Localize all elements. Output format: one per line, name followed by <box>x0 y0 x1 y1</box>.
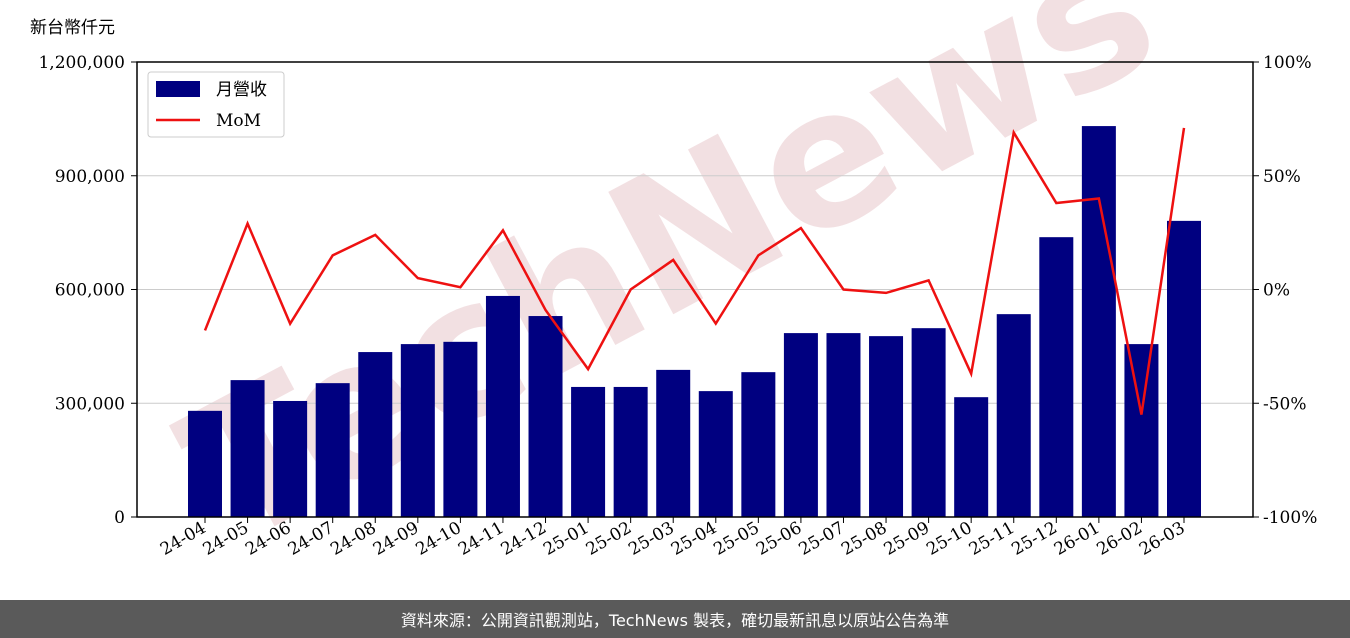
legend-label: MoM <box>216 111 261 131</box>
bar <box>869 336 904 517</box>
y-tick-label: 1,200,000 <box>38 53 125 73</box>
x-tick-label: 25-10 <box>923 518 975 560</box>
bar <box>188 410 222 517</box>
x-tick-label: 24-12 <box>498 518 550 560</box>
x-tick-label: 25-12 <box>1008 518 1060 560</box>
x-tick-label: 24-09 <box>370 518 422 560</box>
bar <box>400 344 435 517</box>
x-tick-label: 26-02 <box>1093 518 1145 560</box>
x-tick-label: 26-03 <box>1136 518 1188 560</box>
y-tick-label: 0 <box>114 508 125 528</box>
bar <box>698 391 733 517</box>
bar <box>1039 237 1074 518</box>
y-tick-label: 300,000 <box>55 394 125 414</box>
x-tick-label: 25-06 <box>753 518 805 560</box>
x-tick-label: 25-05 <box>710 518 762 560</box>
bar <box>358 352 393 517</box>
bar <box>1167 220 1201 517</box>
x-tick-label: 26-01 <box>1051 518 1103 560</box>
bar <box>826 333 861 517</box>
x-tick-label: 25-11 <box>966 518 1018 560</box>
x-tick-label: 25-04 <box>668 518 720 560</box>
y2-tick-label: -50% <box>1263 394 1307 414</box>
bar <box>528 316 563 517</box>
bar <box>613 386 648 517</box>
bar <box>485 295 520 517</box>
legend-label: 月營收 <box>216 80 267 100</box>
x-tick-label: 25-09 <box>881 518 933 560</box>
x-tick-label: 25-07 <box>796 518 848 560</box>
legend-swatch <box>156 81 200 97</box>
bar <box>230 380 265 517</box>
y2-tick-label: -100% <box>1263 508 1317 528</box>
y2-tick-label: 100% <box>1263 53 1312 73</box>
bar <box>783 333 818 517</box>
bar <box>954 397 989 517</box>
x-tick-label: 25-08 <box>838 518 890 560</box>
line <box>203 127 1186 415</box>
y-tick-label: 900,000 <box>55 167 125 187</box>
bar <box>656 369 691 517</box>
y2-tick-label: 50% <box>1263 167 1301 187</box>
bar <box>741 372 776 517</box>
bar <box>911 328 946 517</box>
x-tick-label: 25-01 <box>540 518 592 560</box>
plot-frame <box>136 61 1254 518</box>
y-tick-label: 600,000 <box>55 281 125 301</box>
footer-bar <box>0 600 1350 638</box>
bar <box>1124 344 1159 517</box>
x-tick-label: 24-10 <box>412 518 464 560</box>
x-tick-label: 25-03 <box>625 518 677 560</box>
bar <box>315 383 350 517</box>
y2-tick-label: 0% <box>1263 281 1290 301</box>
x-tick-label: 24-04 <box>157 518 209 560</box>
bar <box>273 400 308 517</box>
bar <box>571 386 606 517</box>
bar <box>443 341 478 517</box>
bar <box>1081 126 1116 518</box>
x-tick-label: 25-02 <box>583 518 635 560</box>
footer: 資料來源：公開資訊觀測站，TechNews 製表，確切最新訊息以原站公告為準 <box>401 611 949 630</box>
y-axis-label: 新台幣仟元 <box>30 18 115 38</box>
x-tick-label: 24-11 <box>455 518 507 560</box>
bar <box>996 314 1031 517</box>
